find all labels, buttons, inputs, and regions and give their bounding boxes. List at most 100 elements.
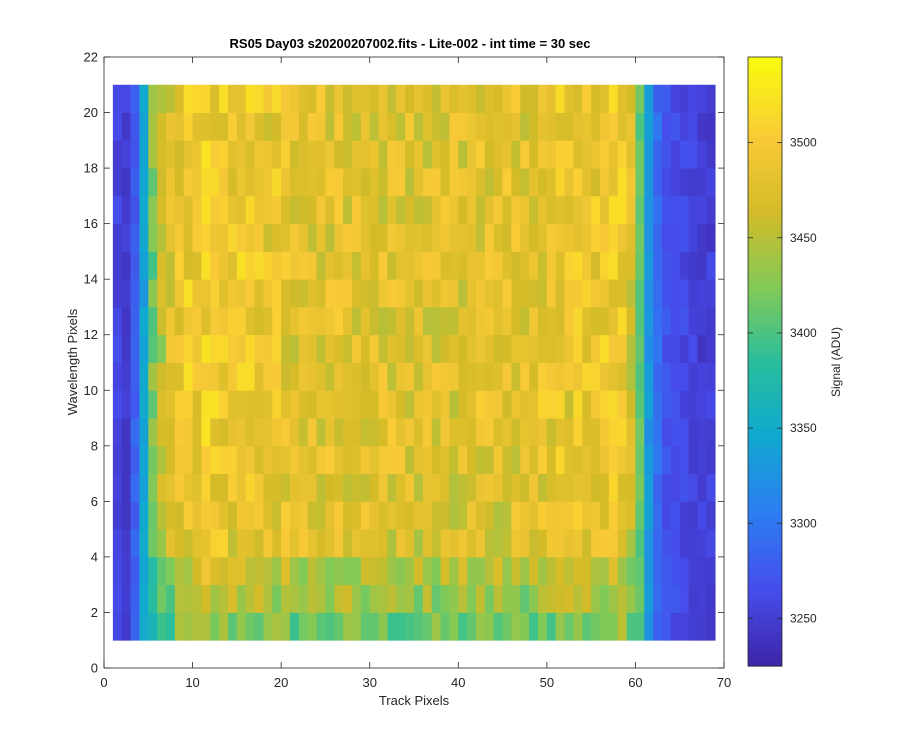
heatmap-cell bbox=[679, 140, 689, 169]
heatmap-cell bbox=[298, 612, 309, 641]
colorbar-segment bbox=[748, 589, 782, 596]
heatmap-cell bbox=[449, 168, 459, 197]
heatmap-cell bbox=[653, 529, 663, 558]
heatmap-cell bbox=[484, 251, 495, 280]
heatmap-cell bbox=[476, 584, 486, 613]
heatmap-cell bbox=[263, 362, 273, 391]
heatmap-cell bbox=[662, 473, 672, 502]
heatmap-cell bbox=[192, 418, 202, 447]
heatmap-cell bbox=[236, 473, 247, 502]
heatmap-cell bbox=[148, 390, 158, 419]
colorbar-segment bbox=[748, 523, 782, 530]
heatmap-cell bbox=[360, 418, 371, 447]
heatmap-cell bbox=[538, 473, 548, 502]
heatmap-cell bbox=[520, 168, 530, 197]
heatmap-cell bbox=[493, 84, 503, 113]
colorbar-segment bbox=[748, 397, 782, 403]
heatmap-cell bbox=[679, 251, 689, 280]
colorbar-segment bbox=[748, 148, 782, 155]
colorbar-segment bbox=[748, 574, 782, 581]
heatmap-cell bbox=[236, 556, 247, 586]
heatmap-cell bbox=[405, 556, 415, 586]
heatmap-cell bbox=[573, 112, 583, 141]
heatmap-cell bbox=[130, 362, 140, 391]
heatmap-cell bbox=[591, 556, 601, 586]
heatmap-cell bbox=[706, 362, 716, 391]
heatmap-cell bbox=[662, 529, 672, 558]
colorbar-segment bbox=[748, 386, 782, 393]
heatmap-cell bbox=[263, 279, 273, 308]
heatmap-cell bbox=[467, 473, 477, 502]
heatmap-cell bbox=[174, 390, 185, 419]
heatmap-cell bbox=[378, 390, 388, 419]
heatmap-cell bbox=[617, 362, 627, 391]
heatmap-cell bbox=[272, 195, 282, 225]
colorbar-segment bbox=[748, 478, 782, 484]
heatmap-cell bbox=[591, 418, 601, 447]
heatmap-cell bbox=[290, 168, 300, 197]
heatmap-cell bbox=[573, 529, 583, 558]
y-tick-label: 14 bbox=[84, 272, 98, 287]
heatmap-cell bbox=[476, 334, 486, 363]
heatmap-cell bbox=[263, 529, 273, 558]
heatmap-cell bbox=[653, 168, 663, 197]
heatmap-cell bbox=[228, 112, 238, 141]
heatmap-cell bbox=[112, 501, 123, 530]
heatmap-cell bbox=[139, 306, 149, 336]
heatmap-cell bbox=[201, 306, 211, 336]
heatmap-cell bbox=[502, 584, 512, 613]
heatmap-cell bbox=[644, 418, 654, 447]
heatmap-cell bbox=[502, 501, 512, 530]
heatmap-cell bbox=[245, 195, 255, 225]
heatmap-cell bbox=[281, 195, 291, 225]
heatmap-cell bbox=[192, 390, 202, 419]
heatmap-cell bbox=[272, 306, 282, 336]
heatmap-cell bbox=[608, 362, 619, 391]
heatmap-cell bbox=[529, 279, 539, 308]
heatmap-cell bbox=[467, 251, 477, 280]
heatmap-cell bbox=[706, 418, 716, 447]
heatmap-cell bbox=[414, 445, 424, 474]
heatmap-cell bbox=[484, 612, 495, 641]
heatmap-cell bbox=[520, 195, 530, 225]
heatmap-cell bbox=[484, 390, 495, 419]
heatmap-cell bbox=[591, 84, 601, 113]
heatmap-cell bbox=[316, 612, 326, 641]
heatmap-cell bbox=[157, 279, 167, 308]
heatmap-cell bbox=[502, 251, 512, 280]
heatmap-cell bbox=[396, 390, 406, 419]
heatmap-cell bbox=[219, 529, 229, 558]
heatmap-cell bbox=[449, 362, 459, 391]
colorbar-segment bbox=[748, 224, 782, 231]
heatmap-cell bbox=[396, 168, 406, 197]
heatmap-cell bbox=[272, 390, 282, 419]
heatmap-cell bbox=[360, 112, 371, 141]
heatmap-cell bbox=[414, 195, 424, 225]
heatmap-cell bbox=[476, 112, 486, 141]
heatmap-cell bbox=[617, 445, 627, 474]
heatmap-cell bbox=[316, 195, 326, 225]
colorbar-segment bbox=[748, 620, 782, 626]
heatmap-cell bbox=[121, 84, 131, 113]
heatmap-cell bbox=[635, 501, 645, 530]
heatmap-cell bbox=[706, 84, 716, 113]
heatmap-cell bbox=[334, 112, 344, 141]
heatmap-cell bbox=[210, 612, 220, 641]
heatmap-cell bbox=[219, 473, 229, 502]
heatmap-cell bbox=[157, 112, 167, 141]
heatmap-cell bbox=[316, 473, 326, 502]
colorbar-segment bbox=[748, 325, 782, 332]
heatmap-cell bbox=[325, 334, 335, 363]
heatmap-cell bbox=[422, 334, 433, 363]
heatmap-cell bbox=[290, 529, 300, 558]
heatmap-cell bbox=[493, 306, 503, 336]
heatmap-cell bbox=[263, 306, 273, 336]
heatmap-cell bbox=[281, 334, 291, 363]
heatmap-cell bbox=[254, 223, 264, 252]
heatmap-cell bbox=[174, 195, 185, 225]
heatmap-cell bbox=[484, 501, 495, 530]
heatmap-cell bbox=[670, 84, 681, 113]
heatmap-cell bbox=[325, 473, 335, 502]
